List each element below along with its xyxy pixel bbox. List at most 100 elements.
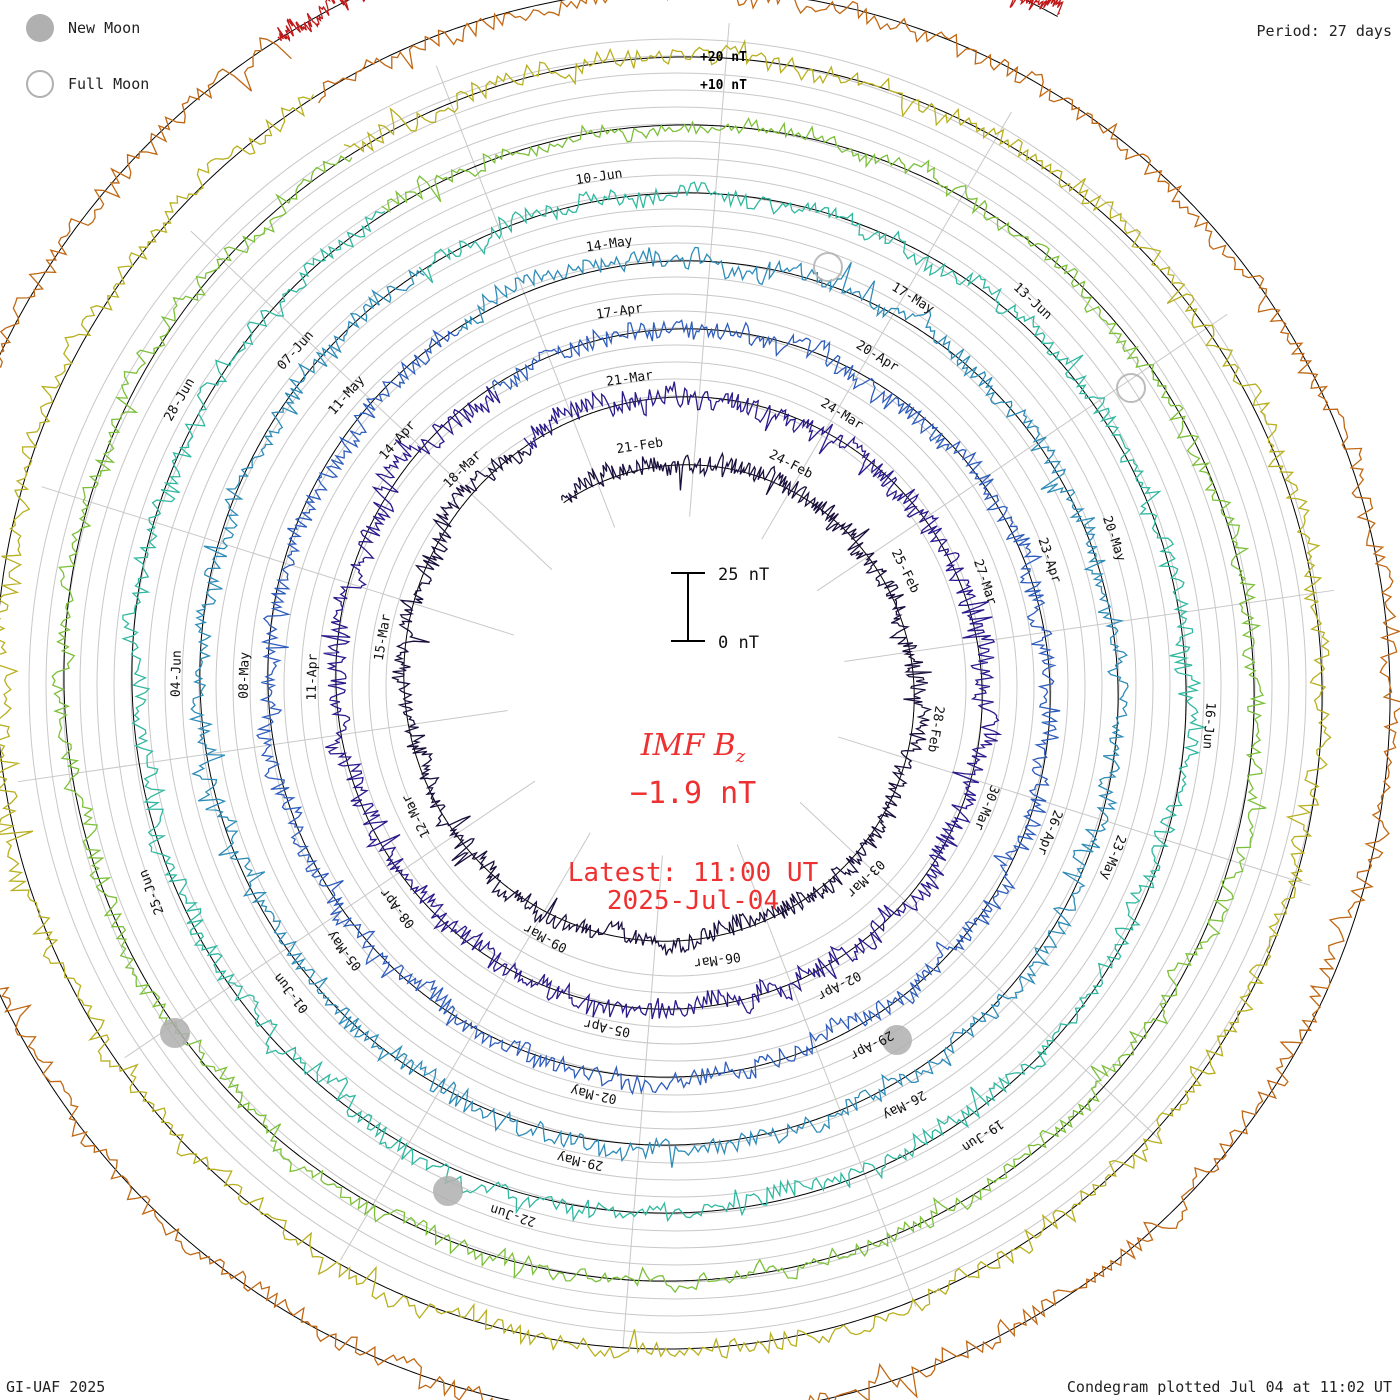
footer-credit: GI-UAF 2025 bbox=[6, 1378, 106, 1396]
series-rotation-6 bbox=[51, 116, 1267, 1294]
legend-full-moon: Full Moon bbox=[26, 70, 149, 98]
grid-ring bbox=[79, 89, 1273, 1283]
full-moon-label: Full Moon bbox=[68, 75, 150, 93]
quantity-title: IMF Bz bbox=[0, 728, 1386, 767]
grid-ring bbox=[113, 123, 1239, 1249]
grid-ring bbox=[283, 293, 1069, 1079]
day-spoke bbox=[17, 709, 508, 783]
date-label: 21-Mar bbox=[605, 368, 654, 390]
baseline-rotation-6 bbox=[63, 124, 1255, 1282]
date-label: 05-Apr bbox=[582, 1015, 631, 1039]
baseline-rotation-4 bbox=[199, 260, 1119, 1146]
latest-time: Latest: 11:00 UT bbox=[567, 858, 819, 888]
day-spoke bbox=[816, 313, 1228, 592]
grid-ring bbox=[198, 208, 1154, 1164]
date-label: 01-Jun bbox=[271, 970, 312, 1016]
legend-new-moon: New Moon bbox=[26, 14, 140, 42]
date-label: 07-Jun bbox=[275, 328, 317, 373]
grid-ring bbox=[164, 174, 1188, 1198]
date-label: 18-Mar bbox=[441, 448, 485, 492]
date-label: 14-May bbox=[585, 234, 634, 256]
date-label: 04-Jun bbox=[169, 650, 185, 697]
date-label: 26-May bbox=[880, 1087, 929, 1123]
date-label: 29-May bbox=[556, 1149, 605, 1173]
grid-ring bbox=[62, 72, 1290, 1300]
date-label: 21-Feb bbox=[615, 435, 664, 457]
series-rotation-3 bbox=[256, 319, 1061, 1096]
day-spoke bbox=[340, 832, 591, 1261]
day-spoke bbox=[41, 486, 514, 636]
day-spoke bbox=[761, 111, 1012, 540]
date-label: 06-Mar bbox=[693, 948, 742, 970]
date-label: 25-Feb bbox=[888, 547, 923, 596]
date-label: 05-May bbox=[324, 927, 365, 973]
grid-ring bbox=[300, 310, 1052, 1062]
new-moon-marker bbox=[160, 1018, 190, 1048]
full-moon-marker bbox=[813, 252, 843, 282]
grid-ring bbox=[147, 157, 1205, 1215]
date-label: 11-May bbox=[326, 373, 368, 418]
date-label: 11-Apr bbox=[305, 653, 321, 700]
scale-label-20nt: +20 nT bbox=[700, 50, 747, 65]
series-rotation-2 bbox=[321, 381, 1003, 1020]
date-label: 09-Mar bbox=[521, 920, 570, 955]
full-moon-icon bbox=[26, 70, 54, 98]
grid-ring bbox=[266, 276, 1086, 1096]
date-label: 16-Jun bbox=[1199, 702, 1217, 750]
footer-plotted: Condegram plotted Jul 04 at 11:02 UT bbox=[1066, 1378, 1392, 1396]
grid-rings bbox=[28, 38, 1324, 1334]
baseline-rotation-5 bbox=[131, 192, 1187, 1214]
grid-ring bbox=[249, 259, 1103, 1113]
date-label: 15-Mar bbox=[372, 613, 394, 662]
period-label: Period: 27 days bbox=[1256, 22, 1392, 40]
new-moon-label: New Moon bbox=[68, 19, 141, 37]
current-value: −1.9 nT bbox=[629, 776, 757, 811]
grid-ring bbox=[215, 225, 1137, 1147]
scale-bar: 25 nT 0 nT bbox=[671, 565, 769, 653]
moon-markers bbox=[160, 252, 1146, 1206]
scale-bar-bottom-label: 0 nT bbox=[718, 633, 759, 653]
day-spoke bbox=[124, 780, 536, 1059]
series-rotation-1 bbox=[391, 448, 933, 956]
day-spoke bbox=[844, 589, 1335, 663]
date-labels: 21-Feb24-Feb25-Feb28-Feb03-Mar06-Mar09-M… bbox=[136, 166, 1217, 1229]
new-moon-marker bbox=[882, 1025, 912, 1055]
grid-ring bbox=[96, 106, 1256, 1266]
grid-ring bbox=[232, 242, 1120, 1130]
new-moon-icon bbox=[26, 14, 54, 42]
date-label: 10-Jun bbox=[575, 166, 624, 188]
scale-bar-top-label: 25 nT bbox=[718, 565, 769, 585]
grid-ring bbox=[45, 55, 1307, 1317]
series-rotation-5 bbox=[121, 181, 1206, 1223]
latest-date: 2025-Jul-04 bbox=[606, 886, 780, 916]
full-moon-marker bbox=[1116, 373, 1146, 403]
grid-ring bbox=[181, 191, 1171, 1181]
series-rotation-7 bbox=[0, 38, 1332, 1359]
date-label: 26-Apr bbox=[1034, 808, 1065, 857]
grid-ring bbox=[317, 327, 1035, 1045]
day-spoke bbox=[689, 23, 730, 517]
day-spoke bbox=[435, 65, 616, 528]
day-spoke bbox=[838, 736, 1311, 886]
new-moon-marker bbox=[433, 1176, 463, 1206]
quantity-subscript: z bbox=[735, 746, 746, 767]
date-label: 08-May bbox=[237, 652, 253, 699]
series-rotation-4 bbox=[188, 246, 1129, 1168]
scale-label-10nt: +10 nT bbox=[700, 78, 747, 93]
date-label: 29-Apr bbox=[847, 1027, 896, 1063]
grid-ring bbox=[334, 344, 1018, 1028]
day-spoke bbox=[736, 844, 917, 1307]
grid-ring bbox=[130, 140, 1222, 1232]
date-label: 02-May bbox=[569, 1082, 618, 1106]
quantity-name: IMF B bbox=[640, 728, 736, 763]
grid-ring bbox=[351, 361, 1001, 1011]
day-spokes bbox=[17, 23, 1335, 1349]
series-rotation-9 bbox=[276, 0, 1064, 43]
day-spoke bbox=[622, 855, 663, 1349]
date-label: 22-Jun bbox=[488, 1201, 537, 1229]
baseline-rotation-7 bbox=[0, 56, 1323, 1350]
